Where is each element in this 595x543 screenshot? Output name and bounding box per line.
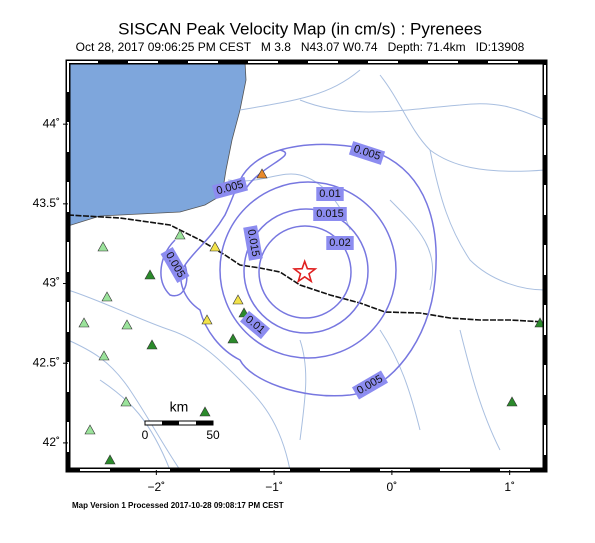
contour-line xyxy=(219,181,397,359)
x-tick-label: 1˚ xyxy=(504,480,515,494)
map-footer: Map Version 1 Processed 2017-10-28 09:08… xyxy=(72,501,284,510)
y-tick-label: 44˚ xyxy=(43,116,60,130)
scale-start: 0 xyxy=(142,428,149,442)
map-title: SISCAN Peak Velocity Map (in cm/s) : Pyr… xyxy=(118,19,482,38)
y-tick-label: 42˚ xyxy=(43,435,60,449)
contour-label: 0.015 xyxy=(243,225,263,261)
contour-label: 0.02 xyxy=(326,236,354,250)
contour-label-box xyxy=(313,207,347,221)
contour-label-box xyxy=(211,176,249,200)
contour-label-text: 0.015 xyxy=(316,208,344,220)
contour-label-box xyxy=(239,310,271,340)
contour-label-box xyxy=(160,246,190,284)
contour-line xyxy=(258,225,352,319)
scale-bar xyxy=(144,420,214,426)
contour-label-box xyxy=(316,187,344,201)
contour-label-text: 0.015 xyxy=(245,228,262,257)
x-tick-label: −2˚ xyxy=(147,480,165,494)
x-tick-label: 0˚ xyxy=(387,480,398,494)
y-tick-label: 42.5˚ xyxy=(33,355,60,369)
contour-label-box xyxy=(243,225,263,261)
rivers xyxy=(67,69,546,471)
contour-label-text: 0.02 xyxy=(329,237,350,249)
contour-label-text: 0.01 xyxy=(319,188,340,200)
contour-label: 0.015 xyxy=(313,207,347,221)
contour-label: 0.01 xyxy=(316,187,344,201)
contour-label-box xyxy=(348,141,386,165)
y-tick-label: 43.5˚ xyxy=(33,196,60,210)
contours xyxy=(160,143,437,397)
map-subtitle: Oct 28, 2017 09:06:25 PM CEST M 3.8 N43.… xyxy=(76,40,525,54)
contour-label-box xyxy=(326,236,354,250)
scale-end: 50 xyxy=(206,428,220,442)
scale-unit: km xyxy=(170,399,189,415)
contour-label: 0.005 xyxy=(211,176,249,200)
x-tick-label: −1˚ xyxy=(265,480,283,494)
country-border xyxy=(67,214,546,323)
y-tick-label: 43˚ xyxy=(43,276,60,290)
contour-line xyxy=(243,208,369,334)
epicenter xyxy=(292,259,318,284)
contour-label-box xyxy=(351,370,389,400)
frame-pattern xyxy=(67,61,546,471)
